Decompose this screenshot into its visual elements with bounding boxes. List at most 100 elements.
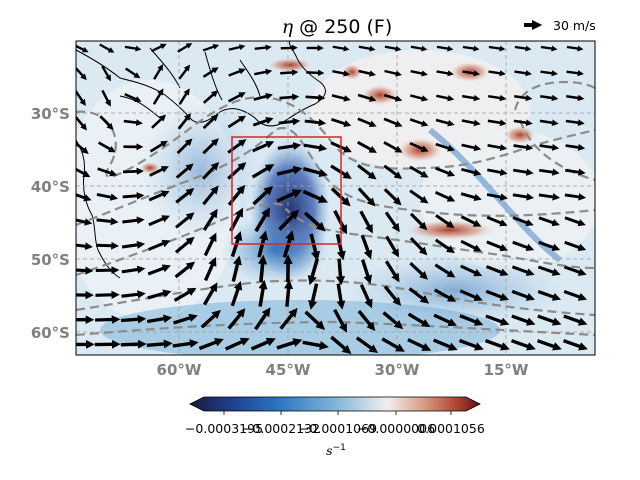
wind-arrow <box>460 264 483 277</box>
wind-arrow <box>459 289 483 302</box>
wind-arrow <box>407 312 431 328</box>
wind-arrow <box>536 339 562 351</box>
wind-arrow <box>564 193 587 201</box>
wind-arrow <box>202 114 219 130</box>
wind-arrow <box>485 314 510 326</box>
wind-arrow <box>101 89 111 107</box>
wind-arrow <box>276 165 303 176</box>
wind-arrow <box>173 313 198 325</box>
wind-arrow <box>537 265 561 276</box>
wind-arrow <box>147 289 172 300</box>
wind-arrow <box>251 164 275 179</box>
wind-arrow <box>484 339 510 351</box>
wind-arrow <box>201 161 220 180</box>
wind-arrow <box>357 117 377 128</box>
wind-arrow <box>148 215 170 227</box>
wind-arrow <box>146 314 173 324</box>
wind-arrow <box>539 143 560 151</box>
lat-label: 50°S <box>31 251 70 269</box>
wind-arrow <box>76 167 91 178</box>
wind-arrow <box>309 233 321 261</box>
wind-arrow <box>434 238 455 254</box>
wind-arrow <box>460 192 482 202</box>
wind-arrow <box>175 187 195 204</box>
wind-arrow <box>227 115 247 129</box>
wind-arrow <box>409 261 429 280</box>
wind-arrow <box>254 44 272 51</box>
wind-arrow <box>487 143 508 152</box>
wind-arrow <box>177 43 193 53</box>
wind-arrow <box>410 70 428 77</box>
wind-arrow <box>383 93 403 102</box>
wind-arrow <box>537 314 562 326</box>
wind-arrow <box>487 119 507 127</box>
wind-arrow <box>335 233 346 261</box>
wind-arrow <box>513 119 533 127</box>
colorbar-tick-label: −0.0000006 <box>357 421 435 436</box>
wind-arrow <box>357 164 377 180</box>
colorbar-tick-label: −0.0002132 <box>242 421 320 436</box>
wind-arrow <box>227 92 246 103</box>
wind-arrow <box>435 142 455 152</box>
colorbar-tick-label: −0.0001069 <box>299 421 377 436</box>
wind-arrow <box>512 168 534 176</box>
wind-arrow <box>200 309 221 329</box>
wind-arrow <box>151 43 167 53</box>
vorticity-positive <box>504 126 536 144</box>
wind-arrow <box>461 119 481 127</box>
wind-arrow <box>565 168 586 176</box>
wind-arrow <box>461 167 482 177</box>
wind-arrow <box>277 142 302 150</box>
wind-arrow <box>358 69 377 77</box>
height-contour <box>76 320 595 337</box>
lon-label: 60°W <box>157 361 202 379</box>
wind-arrow <box>433 313 458 327</box>
wind-arrow <box>257 254 268 283</box>
wind-arrow <box>335 258 346 286</box>
wind-arrow <box>514 94 533 102</box>
wind-arrow <box>121 240 146 249</box>
wind-arrow <box>512 240 535 252</box>
wind-arrow <box>512 216 534 227</box>
wind-arrow <box>359 284 373 309</box>
wind-arrow <box>384 45 402 52</box>
wind-arrow <box>284 279 294 307</box>
wind-arrow <box>409 212 428 231</box>
vorticity-positive <box>398 138 442 162</box>
wind-arrow <box>360 234 373 260</box>
wind-arrow <box>147 264 171 276</box>
wind-arrow <box>409 118 429 127</box>
wind-arrow <box>537 289 562 301</box>
wind-arrow <box>566 94 585 102</box>
map-frame <box>75 40 596 356</box>
vorticity-band <box>220 215 330 285</box>
wind-arrow <box>76 218 93 226</box>
wind-arrow <box>383 164 403 180</box>
wind-arrow <box>302 167 328 178</box>
quiver-key: 30 m/s <box>524 18 596 33</box>
wind-arrow <box>178 64 191 80</box>
lat-label: 60°S <box>31 324 70 342</box>
wind-arrow <box>276 189 303 203</box>
wind-arrow <box>563 289 588 301</box>
wind-arrow <box>409 165 429 178</box>
wind-arrow <box>276 338 303 350</box>
wind-arrow <box>336 283 346 310</box>
wind-arrow <box>461 143 482 152</box>
wind-arrow <box>382 311 404 330</box>
lon-label: 15°W <box>484 361 529 379</box>
wind-arrow <box>121 290 146 299</box>
wind-arrow <box>511 265 535 276</box>
wind-arrow <box>230 280 243 307</box>
wind-arrow <box>563 265 587 276</box>
wind-arrow <box>566 70 584 77</box>
wind-arrow <box>409 141 429 152</box>
wind-arrow <box>227 308 246 330</box>
wind-arrow <box>254 68 273 76</box>
wind-arrow <box>202 67 219 78</box>
wind-arrow <box>538 193 561 201</box>
wind-arrow <box>383 117 403 127</box>
wind-arrow <box>76 44 89 53</box>
wind-arrow <box>383 285 402 307</box>
